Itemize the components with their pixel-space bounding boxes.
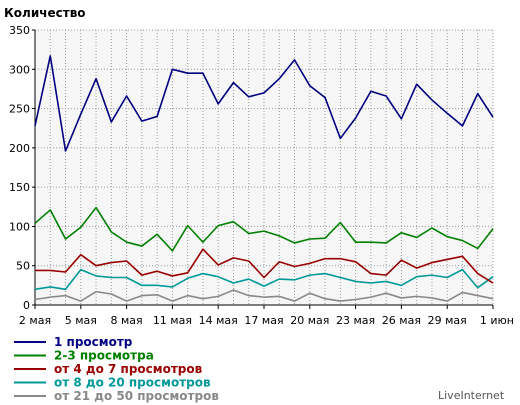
x-tick-label: 20 мая: [290, 314, 329, 327]
y-tick-label: 350: [9, 24, 30, 37]
series-lines: [34, 55, 494, 302]
x-tick-label: 11 мая: [153, 314, 192, 327]
y-tick-label: 100: [9, 220, 30, 233]
series-line: [35, 248, 494, 284]
y-tick-label: 150: [9, 181, 30, 194]
x-axis: 2 мая 5 мая 8 мая 11 мая 14 мая 17 мая 20 мая 2…: [19, 305, 514, 327]
series-line: [34, 268, 494, 291]
y-tick-label: 200: [9, 142, 30, 155]
legend-label: от 21 до 50 просмотров: [54, 389, 219, 403]
series-line: [34, 206, 494, 252]
legend-label: 1 просмотр: [54, 335, 133, 349]
x-tick-label: 23 мая: [336, 314, 375, 327]
x-tick-label: 2 мая: [19, 314, 51, 327]
legend-label: от 8 до 20 просмотров: [54, 376, 211, 390]
legend-label: от 4 до 7 просмотров: [54, 362, 203, 376]
y-tick-label: 300: [9, 63, 30, 76]
y-tick-label: 50: [16, 260, 30, 273]
series-line: [34, 55, 494, 152]
x-tick-label: 26 мая: [382, 314, 421, 327]
x-tick-label: 1 июн: [480, 314, 514, 327]
x-tick-label: 29 мая: [428, 314, 467, 327]
series-line: [34, 289, 494, 302]
legend-label: 2-3 просмотра: [54, 349, 154, 363]
y-axis: 0 50 100 150 200 250 300 350: [9, 24, 35, 312]
brand-label: LiveInternet: [438, 389, 505, 402]
x-tick-label: 8 мая: [111, 314, 143, 327]
y-axis-title: Количество: [4, 6, 86, 20]
x-tick-label: 5 мая: [65, 314, 97, 327]
x-tick-label: 17 мая: [244, 314, 283, 327]
y-tick-label: 250: [9, 103, 30, 116]
y-tick-label: 0: [23, 299, 30, 312]
x-tick-label: 14 мая: [199, 314, 238, 327]
